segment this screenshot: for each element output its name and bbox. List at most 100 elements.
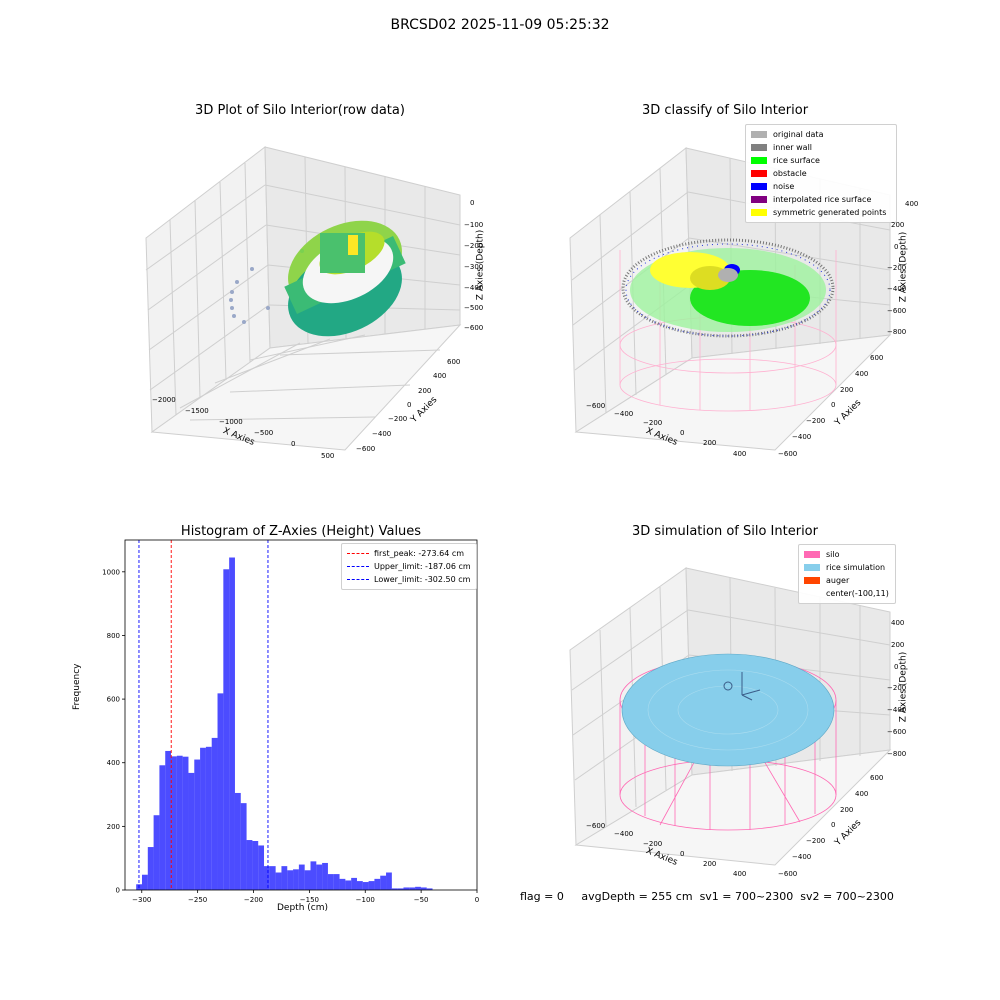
histogram-bar — [420, 887, 427, 890]
histogram-bar — [205, 746, 212, 890]
histogram-bar — [339, 878, 346, 890]
histogram-bar — [397, 888, 404, 890]
histogram-xtick-label: −300 — [132, 896, 151, 904]
hist-xlabel: Depth (cm) — [277, 903, 329, 913]
legend-label: inner wall — [773, 143, 813, 152]
sv1-text: sv1 = 700~2300 — [699, 890, 794, 903]
histogram-ytick-label: 1000 — [102, 568, 120, 576]
raw-ytick-1: −400 — [372, 430, 392, 438]
histogram-ytick-label: 800 — [107, 632, 120, 640]
histogram-xtick-label: −50 — [414, 896, 429, 904]
legend-line — [347, 579, 369, 580]
histogram-bar — [310, 861, 317, 890]
hist-legend-item: Upper_limit: -187.06 cm — [347, 560, 471, 573]
histogram-bar — [147, 847, 154, 890]
sim-ytick-0: −600 — [778, 870, 798, 878]
histogram-bar — [374, 878, 381, 890]
classify-legend-item: noise — [751, 180, 891, 193]
legend-swatch — [804, 564, 820, 571]
histogram-bar — [269, 866, 276, 890]
avgdepth-text: avgDepth = 255 cm — [581, 890, 693, 903]
classify-ytick-4: 200 — [840, 386, 854, 394]
raw-ytick-0: −600 — [356, 445, 376, 453]
classify-rice-surface — [630, 248, 826, 332]
raw-xtick-3: −500 — [254, 429, 274, 437]
classify-inner-wall — [621, 238, 835, 338]
histogram-bar — [200, 747, 206, 890]
histogram-bar — [194, 759, 201, 890]
histogram-bar — [293, 869, 299, 890]
raw-3d-plot — [145, 146, 462, 451]
histogram-bar — [246, 840, 253, 890]
raw-ytick-4: 200 — [418, 387, 432, 395]
raw-xtick-0: −2000 — [152, 396, 176, 404]
histogram-bar — [333, 874, 340, 890]
classify-ztick-5: −800 — [887, 328, 907, 336]
hist-legend: first_peak: -273.64 cm Upper_limit: -187… — [341, 543, 477, 590]
histogram-bar — [403, 887, 410, 890]
histogram-xticks: −300 −250 −200 −150 −100 −50 0 — [132, 890, 479, 904]
figure-title: BRCSD02 2025-11-09 05:25:32 — [390, 17, 610, 33]
legend-line — [347, 553, 369, 554]
histogram-bar — [217, 693, 224, 890]
histogram-bar — [264, 866, 270, 890]
classify-xtick-1: −400 — [614, 410, 634, 418]
classify-ytick-0: −600 — [778, 450, 798, 458]
histogram-bar — [415, 886, 421, 890]
raw-xtick-2: −1000 — [219, 418, 243, 426]
classify-ytick-3: 0 — [831, 401, 836, 409]
histogram-bar — [287, 870, 294, 890]
legend-label: interpolated rice surface — [773, 195, 872, 204]
classify-ztick-1: 0 — [894, 243, 899, 251]
legend-swatch — [751, 131, 767, 138]
histogram-xtick-label: −150 — [300, 896, 319, 904]
sim-ytick-5: 400 — [855, 790, 869, 798]
histogram-bar — [281, 866, 288, 890]
classify-xtick-2: −200 — [643, 419, 663, 427]
sim-legend-item: silo — [804, 548, 890, 561]
histogram-xtick-label: −250 — [188, 896, 207, 904]
histogram-frame — [124, 539, 478, 891]
hist-panel-title: Histogram of Z-Axies (Height) Values — [180, 524, 422, 539]
sim-xtick-0: −600 — [586, 822, 606, 830]
histogram-bar — [380, 875, 387, 890]
raw-xtick-4: 0 — [291, 440, 296, 448]
classify-ztick-top: 400 — [905, 200, 919, 208]
sim-ztick-2: 0 — [894, 663, 899, 671]
histogram-vlines — [138, 540, 269, 890]
histogram-bar — [386, 872, 392, 890]
raw-zlabel: Z Axies (Depth) — [475, 229, 486, 301]
sim-ytick-1: −400 — [792, 853, 812, 861]
legend-label: Upper_limit: -187.06 cm — [374, 562, 471, 571]
classify-ztick-4: −600 — [887, 307, 907, 315]
raw-ztick-3: −300 — [464, 263, 484, 271]
raw-xtick-5: 500 — [321, 452, 335, 460]
histogram-bar — [171, 756, 177, 890]
classify-legend-item: symmetric generated points — [751, 206, 891, 219]
histogram-bar — [258, 845, 265, 890]
legend-swatch — [804, 590, 820, 597]
histogram-ytick-label: 200 — [107, 823, 120, 831]
histogram-bar — [426, 888, 433, 890]
classify-ztick-0: 200 — [891, 221, 905, 229]
raw-ztick-0: 0 — [470, 199, 475, 207]
sim-xtick-4: 200 — [703, 860, 717, 868]
sim-ztick-3: −200 — [887, 684, 907, 692]
histogram-bar — [234, 792, 241, 890]
histogram-bar — [345, 880, 352, 890]
histogram-ytick-label: 0 — [116, 887, 120, 895]
classify-ytick-2: −200 — [806, 417, 826, 425]
sim-legend: silo rice simulation auger center(-100,1… — [798, 544, 896, 604]
legend-label: noise — [773, 182, 795, 191]
histogram-bars — [136, 557, 433, 890]
hist-ylabel: Frequency — [72, 663, 82, 711]
raw-ytick-6: 600 — [447, 358, 461, 366]
hist-legend-item: first_peak: -273.64 cm — [347, 547, 471, 560]
legend-swatch — [751, 196, 767, 203]
sim-legend-item: rice simulation — [804, 561, 890, 574]
sim-ztick-1: 200 — [891, 641, 905, 649]
histogram-bar — [252, 841, 259, 890]
sim-ytick-2: −200 — [806, 837, 826, 845]
hist-legend-item: Lower_limit: -302.50 cm — [347, 573, 471, 586]
histogram-yticks: 0 200 400 600 800 1000 — [102, 568, 125, 895]
